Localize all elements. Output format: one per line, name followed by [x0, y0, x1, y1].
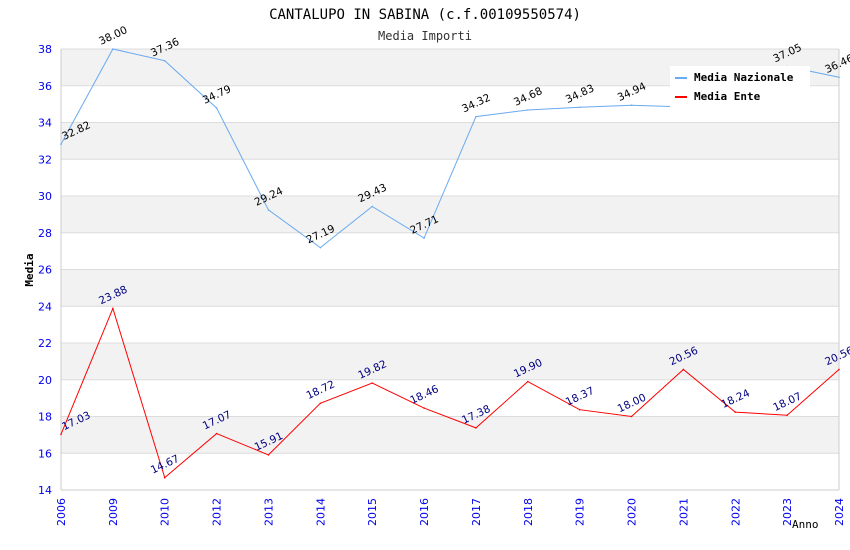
data-point — [371, 205, 374, 208]
y-tick-label: 14 — [38, 484, 52, 497]
data-point — [267, 209, 270, 211]
x-axis-label: Anno — [792, 518, 819, 531]
y-tick-label: 16 — [38, 447, 52, 460]
x-tick-label: 2014 — [314, 498, 327, 526]
data-label: 14.67 — [149, 453, 181, 477]
x-tick-label: 2020 — [626, 498, 639, 526]
data-point — [786, 414, 788, 417]
grid-band — [61, 122, 839, 160]
data-label: 18.00 — [616, 392, 648, 416]
data-point — [60, 143, 62, 145]
data-label: 18.24 — [719, 387, 752, 411]
data-point — [112, 48, 114, 50]
data-point — [163, 476, 166, 479]
data-point — [423, 237, 425, 239]
series-line-ente — [60, 306, 840, 479]
grid-band — [61, 269, 839, 307]
x-tick-label: 2019 — [574, 498, 587, 526]
data-point — [838, 76, 840, 79]
data-point — [267, 454, 270, 456]
x-tick-label: 2016 — [418, 498, 431, 526]
x-tick-label: 2024 — [833, 498, 846, 526]
data-point — [215, 107, 218, 109]
y-tick-label: 32 — [38, 153, 52, 166]
data-point — [60, 433, 62, 436]
x-tick-label: 2009 — [107, 498, 120, 526]
x-tick-label: 2023 — [781, 498, 794, 526]
data-point — [112, 307, 114, 310]
grid-band — [61, 416, 839, 454]
y-tick-label: 24 — [38, 300, 52, 313]
data-point — [475, 115, 477, 118]
data-point — [215, 432, 218, 435]
data-label: 38.00 — [97, 24, 129, 48]
y-tick-label: 38 — [38, 43, 52, 56]
x-tick-label: 2022 — [729, 498, 742, 526]
chart-subtitle: Media Importi — [378, 29, 472, 43]
grid-band — [61, 343, 839, 380]
x-tick-label: 2015 — [366, 498, 379, 526]
data-label: 34.32 — [460, 92, 492, 116]
x-tick-label: 2012 — [211, 498, 224, 526]
data-label: 34.79 — [201, 83, 233, 107]
data-label: 34.68 — [512, 85, 544, 109]
data-point — [319, 402, 322, 405]
y-tick-label: 36 — [38, 80, 52, 93]
data-point — [527, 109, 529, 111]
x-tick-label: 2010 — [159, 498, 172, 526]
y-tick-label: 28 — [38, 227, 52, 240]
data-point — [578, 106, 581, 109]
data-label: 18.07 — [771, 390, 803, 414]
data-point — [734, 411, 737, 413]
x-tick-label: 2013 — [262, 498, 275, 526]
data-point — [319, 246, 322, 249]
y-tick-label: 30 — [38, 190, 52, 203]
y-tick-label: 34 — [38, 117, 52, 130]
x-tick-label: 2018 — [522, 498, 535, 526]
x-tick-label: 2021 — [677, 498, 690, 526]
data-label: 18.37 — [564, 385, 596, 409]
legend: Media Nazionale Media Ente — [670, 66, 810, 112]
data-point — [838, 368, 840, 371]
y-tick-label: 22 — [38, 337, 52, 350]
data-point — [423, 407, 425, 409]
y-axis-label: Media — [23, 253, 36, 286]
chart-title: CANTALUPO IN SABINA (c.f.00109550574) — [269, 7, 581, 23]
x-tick-label: 2006 — [55, 498, 68, 526]
data-label: 18.46 — [408, 383, 441, 407]
data-point — [578, 408, 581, 411]
data-point — [630, 415, 633, 418]
legend-label-ente: Media Ente — [694, 90, 761, 103]
data-point — [630, 104, 633, 107]
y-tick-label: 20 — [38, 374, 52, 387]
grid-band — [61, 196, 839, 233]
data-point — [682, 368, 685, 371]
data-point — [527, 380, 529, 383]
legend-label-nazionale: Media Nazionale — [694, 71, 794, 84]
data-point — [475, 427, 477, 429]
y-tick-label: 18 — [38, 411, 52, 424]
data-point — [371, 382, 374, 384]
y-tick-label: 26 — [38, 264, 52, 277]
data-point — [163, 59, 166, 62]
x-tick-label: 2017 — [470, 498, 483, 526]
